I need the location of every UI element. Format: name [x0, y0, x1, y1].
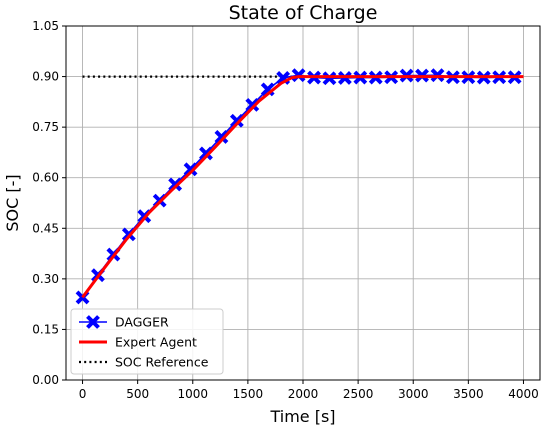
legend-box — [70, 308, 224, 375]
chart-title: State of Charge — [229, 2, 378, 24]
y-tick-label: 0.45 — [32, 221, 59, 235]
dagger-point — [183, 162, 198, 177]
dagger-point — [322, 71, 337, 86]
y-tick-label: 0.00 — [32, 373, 59, 387]
x-tick-label: 2000 — [288, 387, 319, 401]
axis-ticks: 0 500 1000 1500 2000 2500 3000 3500 4000 0.00 0.15… — [32, 19, 538, 401]
dagger-point — [168, 177, 183, 192]
x-tick-label: 2500 — [343, 387, 374, 401]
y-tick-label: 0.60 — [32, 171, 59, 185]
x-tick-label: 0 — [79, 387, 87, 401]
legend-dagger-marker — [86, 315, 100, 329]
y-tick-label: 1.05 — [32, 19, 59, 33]
dagger-line — [81, 74, 515, 298]
legend: DAGGER Expert Agent SOC Reference — [70, 308, 224, 375]
legend-label: SOC Reference — [115, 355, 209, 370]
legend-label: DAGGER — [115, 315, 169, 330]
y-tick-label: 0.90 — [32, 70, 59, 84]
x-tick-label: 1500 — [233, 387, 264, 401]
y-tick-label: 0.30 — [32, 272, 59, 286]
plot-frame — [65, 25, 541, 381]
x-tick-label: 4000 — [508, 387, 539, 401]
y-axis-title: SOC [-] — [3, 174, 22, 231]
y-tick-label: 0.15 — [32, 322, 59, 336]
x-tick-label: 1000 — [177, 387, 208, 401]
x-tick-label: 3500 — [453, 387, 484, 401]
series-layer — [75, 68, 524, 305]
x-tick-label: 3000 — [398, 387, 429, 401]
x-tick-label: 500 — [126, 387, 149, 401]
dagger-point — [245, 97, 260, 112]
y-tick-label: 0.75 — [32, 120, 59, 134]
dagger-point — [214, 130, 229, 144]
expert-agent-line — [81, 75, 524, 299]
legend-label: Expert Agent — [115, 335, 197, 350]
x-axis-title: Time [s] — [269, 407, 335, 426]
dagger-point — [229, 113, 244, 128]
dagger-point — [260, 82, 275, 97]
dagger-point — [199, 146, 213, 161]
